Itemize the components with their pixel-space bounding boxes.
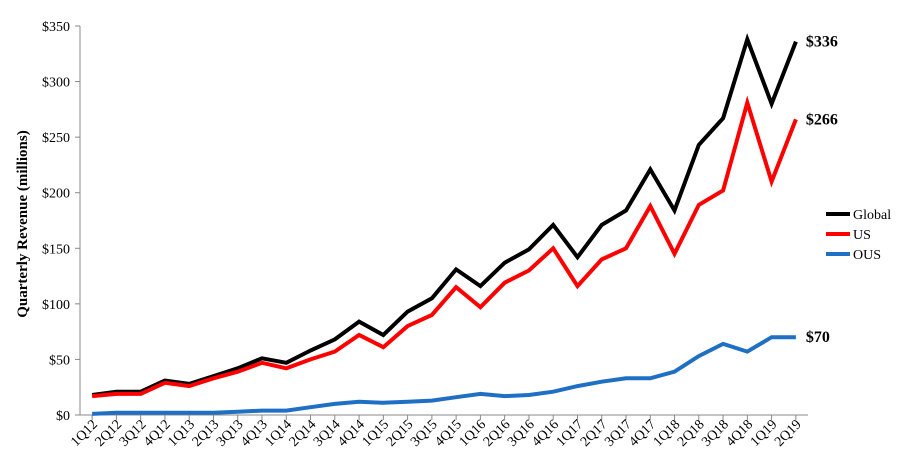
series-lines: [91, 33, 798, 416]
x-tick-label: 3Q18: [699, 417, 732, 450]
x-tick-label: 3Q15: [408, 417, 441, 450]
x-tick-label: 2Q18: [675, 417, 708, 450]
legend: Global US OUS: [826, 208, 891, 263]
x-tick-label: 2Q16: [481, 417, 514, 450]
series-line-us: [91, 95, 798, 399]
y-tick-label: $50: [49, 353, 70, 368]
x-tick-label: 1Q12: [68, 417, 101, 450]
end-label-global: $336: [806, 34, 838, 51]
x-tick-label: 2Q12: [93, 417, 126, 450]
x-tick-label: 4Q18: [724, 417, 757, 450]
legend-label-us: US: [853, 228, 871, 243]
x-tick-label: 2Q14: [287, 417, 320, 450]
x-axis: 1Q122Q123Q124Q121Q132Q133Q134Q131Q142Q14…: [68, 414, 808, 450]
x-tick-label: 3Q16: [505, 417, 538, 450]
end-labels: $336 $266 $70: [806, 34, 838, 347]
legend-label-global: Global: [853, 208, 891, 223]
series-line-ous: [92, 335, 796, 416]
x-tick-label: 4Q16: [529, 417, 562, 450]
y-tick-label: $150: [42, 242, 70, 257]
end-label-ous: $70: [806, 329, 830, 346]
y-tick-label: $100: [42, 298, 70, 313]
x-tick-label: 4Q12: [141, 417, 174, 450]
legend-label-ous: OUS: [853, 248, 881, 263]
x-tick-label: 1Q13: [165, 417, 198, 450]
x-tick-label: 4Q15: [432, 417, 465, 450]
y-axis-label: Quarterly Revenue (millions): [15, 130, 31, 317]
x-tick-label: 1Q17: [554, 417, 587, 450]
y-tick-label: $200: [42, 187, 70, 202]
x-tick-label: 3Q12: [117, 417, 150, 450]
x-tick-label: 2Q19: [772, 417, 805, 450]
x-tick-label: 4Q17: [626, 417, 659, 450]
x-tick-label: 1Q19: [748, 417, 781, 450]
x-tick-label: 1Q16: [457, 417, 490, 450]
x-tick-label: 3Q17: [602, 417, 635, 450]
y-tick-label: $250: [42, 131, 70, 146]
x-tick-label: 1Q14: [262, 417, 295, 450]
y-tick-label: $0: [56, 409, 70, 424]
x-tick-label: 3Q14: [311, 417, 344, 450]
x-tick-label: 2Q13: [190, 417, 223, 450]
x-tick-label: 1Q15: [360, 417, 393, 450]
series-line-global: [91, 33, 798, 397]
x-tick-label: 1Q18: [651, 417, 684, 450]
y-tick-label: $350: [42, 20, 70, 35]
x-tick-label: 4Q14: [335, 417, 368, 450]
x-tick-label: 2Q17: [578, 417, 611, 450]
x-tick-label: 2Q15: [384, 417, 417, 450]
y-axis: $0 $50 $100 $150 $200 $250 $300 $350: [42, 20, 81, 424]
x-tick-label: 3Q13: [214, 417, 247, 450]
end-label-us: $266: [806, 111, 838, 128]
y-tick-label: $300: [42, 76, 70, 91]
x-tick-label: 4Q13: [238, 417, 271, 450]
